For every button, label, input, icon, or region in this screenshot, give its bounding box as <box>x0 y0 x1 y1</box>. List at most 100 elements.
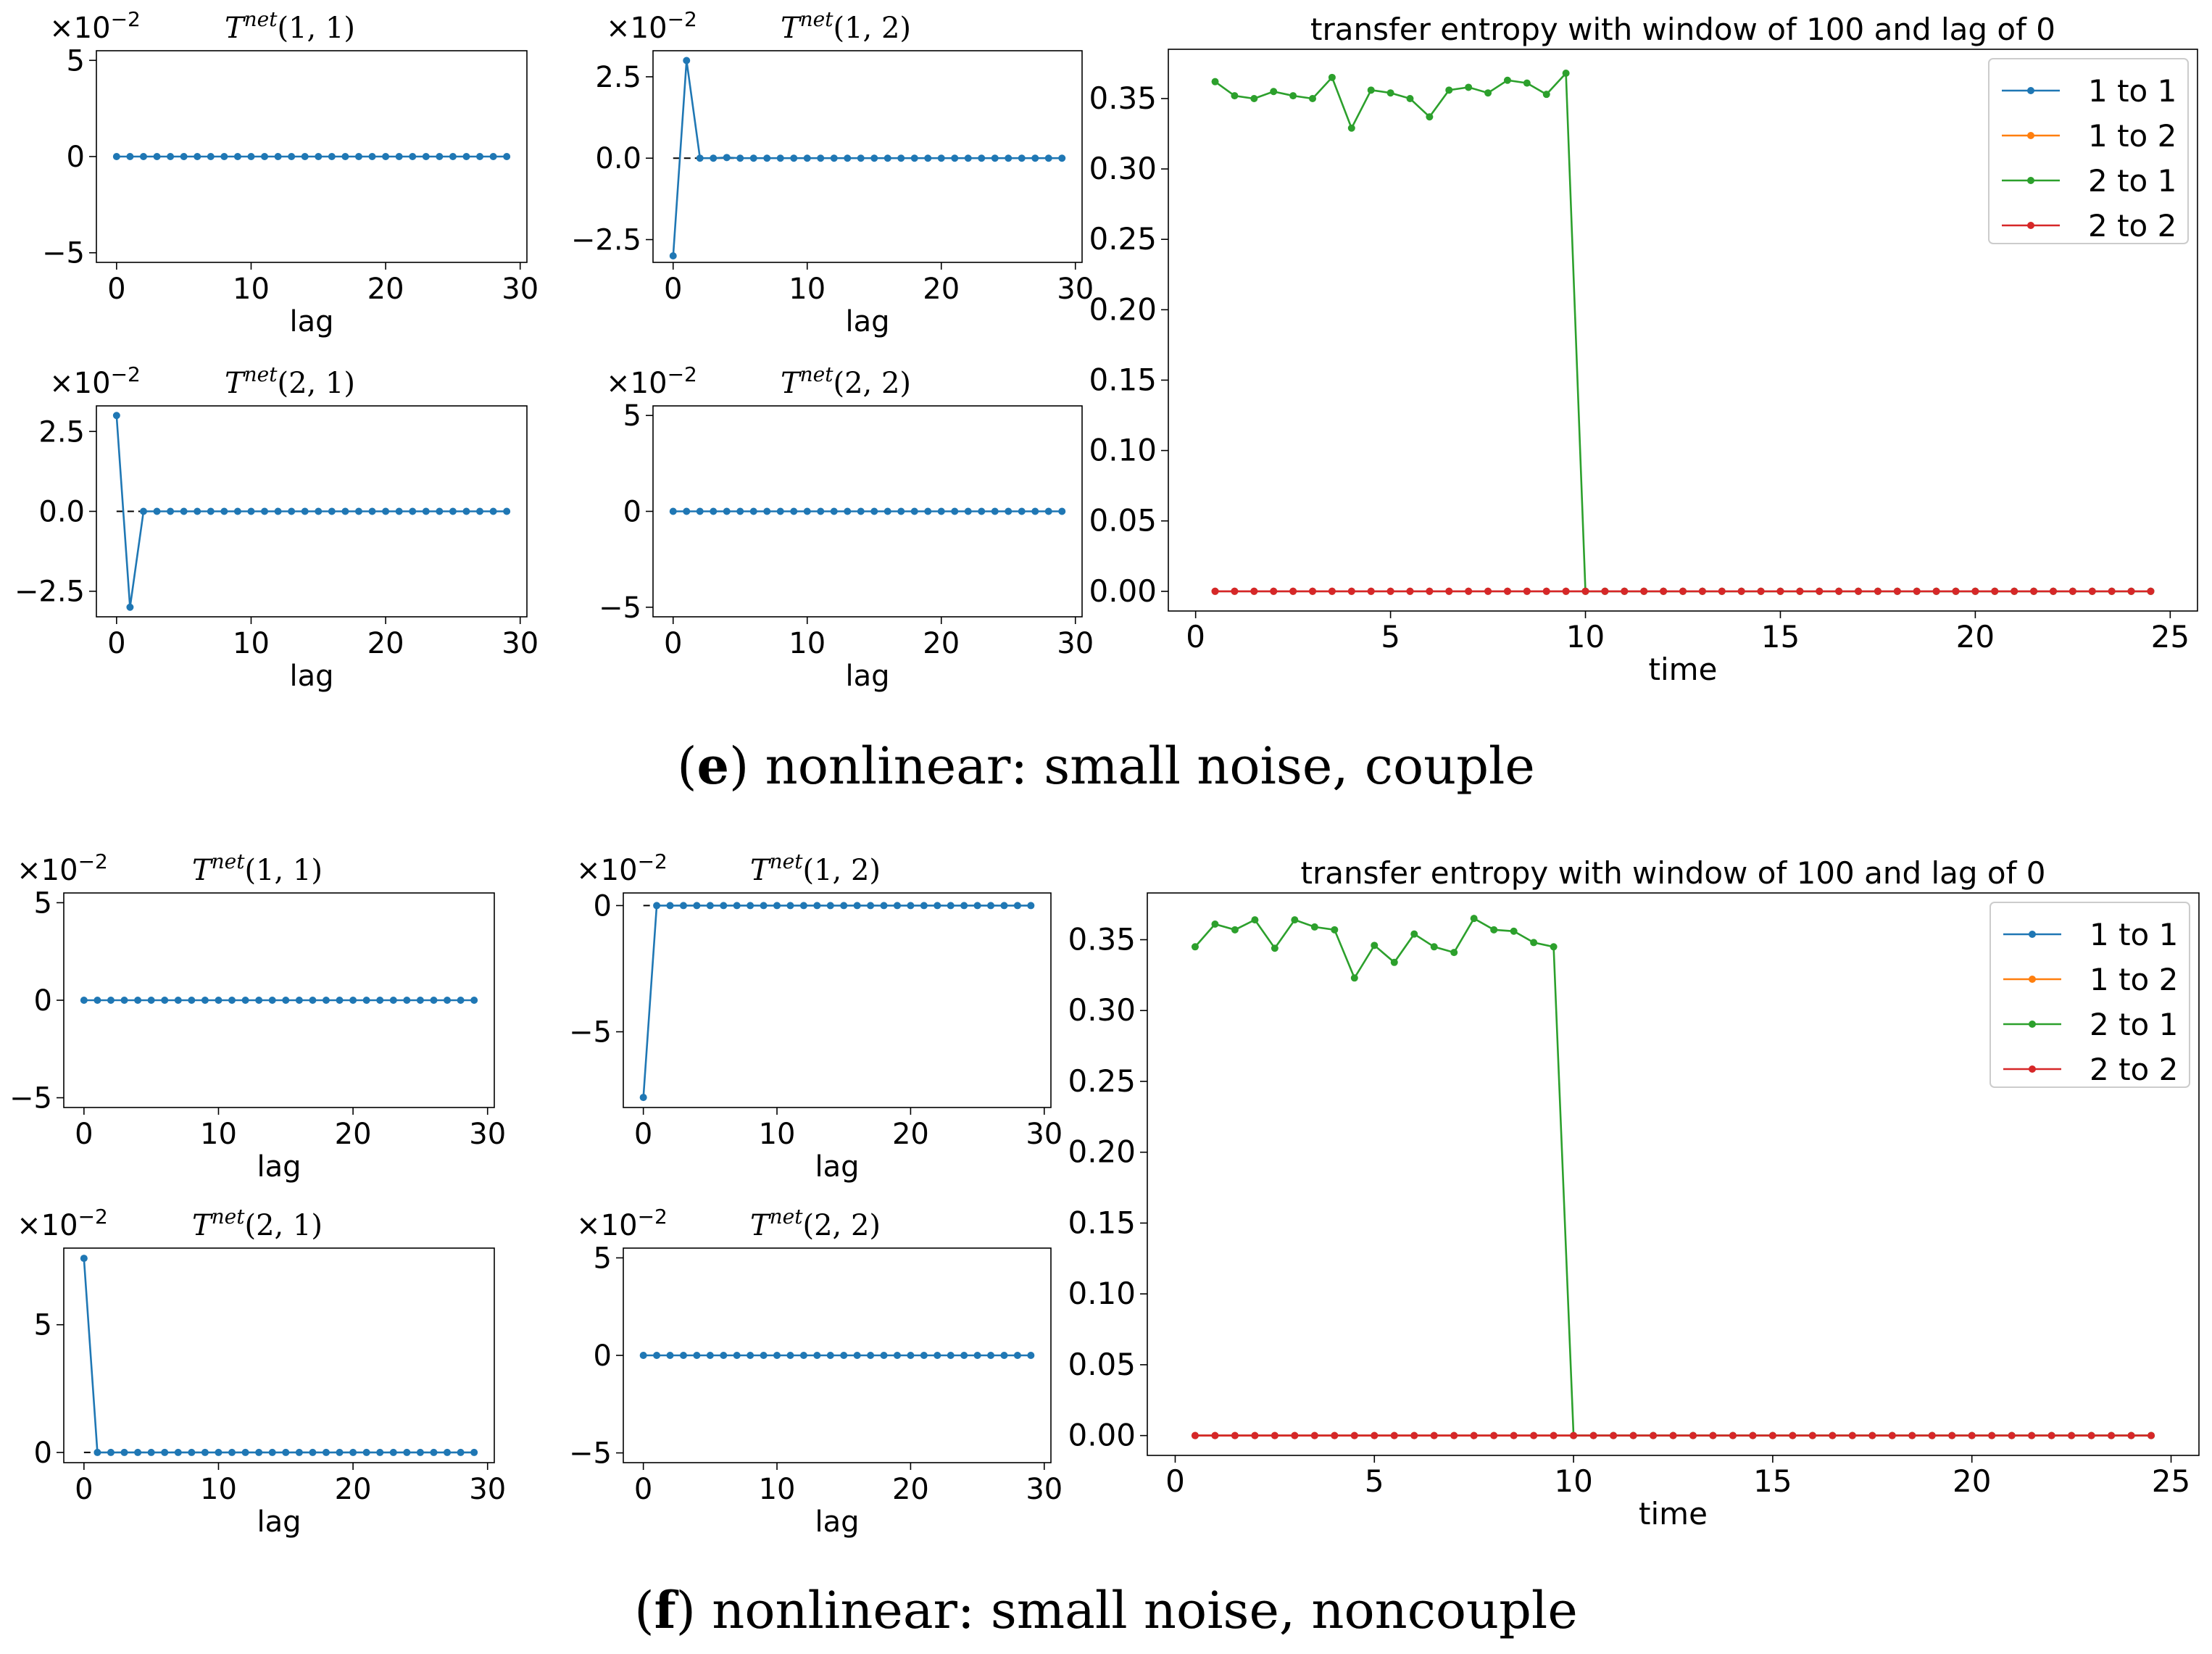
data-point <box>790 507 798 515</box>
y-scale-exponent: ×10−2 <box>49 7 141 45</box>
data-point <box>747 902 754 910</box>
data-point <box>107 1448 115 1456</box>
caption-e-text: nonlinear: small noise, couple <box>765 736 1535 796</box>
x-tick-label: 0 <box>107 627 125 660</box>
title-base: T <box>225 12 246 45</box>
x-tick-label: 20 <box>1953 1463 1991 1499</box>
x-tick-label: 0 <box>107 273 125 306</box>
data-point <box>349 997 357 1004</box>
data-point <box>139 507 147 515</box>
data-point <box>1737 587 1745 595</box>
x-axis-label: lag <box>257 1505 301 1539</box>
data-point <box>1601 587 1609 595</box>
data-point <box>973 902 981 910</box>
data-point <box>907 1352 915 1359</box>
title-superscript: net <box>212 849 246 873</box>
data-point <box>893 902 901 910</box>
data-point <box>1948 1431 1956 1439</box>
data-point <box>1689 1431 1697 1439</box>
data-point <box>2008 1431 2016 1439</box>
data-point <box>389 997 397 1004</box>
data-point <box>773 902 781 910</box>
data-point <box>880 902 888 910</box>
te-chart: 0 5 10 15 20 25 0.00 0.05 0.10 0.15 0.20 0.25 0.30 0.… <box>1089 12 2198 687</box>
lag-chart: 0 10 20 30 5 0 −5 lag ×10−2 Tnet(2, 2) <box>599 362 1094 693</box>
data-point <box>1808 1431 1816 1439</box>
data-point <box>723 507 731 515</box>
data-point <box>1347 124 1355 132</box>
data-point <box>817 507 825 515</box>
x-tick-label: 10 <box>233 273 270 306</box>
data-point <box>80 997 88 1004</box>
data-point <box>395 153 403 160</box>
data-point <box>907 902 915 910</box>
data-point <box>723 154 731 162</box>
series-t-net-(1,1) <box>80 997 478 1004</box>
x-tick-label: 30 <box>469 1473 506 1506</box>
data-point <box>382 507 390 515</box>
data-point <box>120 997 128 1004</box>
data-point <box>376 997 384 1004</box>
x-tick-label: 0 <box>634 1473 652 1506</box>
x-tick-label: 0 <box>664 273 682 306</box>
data-point <box>893 1352 901 1359</box>
data-point <box>1309 94 1317 102</box>
data-point <box>2068 587 2076 595</box>
legend-label: 2 to 2 <box>2090 1052 2178 1087</box>
data-point <box>261 507 269 515</box>
legend-swatch-marker <box>2027 132 2034 139</box>
x-tick-label: 0 <box>1186 619 1205 654</box>
x-tick-label: 10 <box>789 273 826 306</box>
title-args: (2, 2) <box>803 1209 881 1242</box>
data-point <box>1309 587 1317 595</box>
y-tick-label: −5 <box>599 591 641 625</box>
y-tick-label: 0 <box>594 889 612 923</box>
title-args: (2, 1) <box>278 367 356 400</box>
data-point <box>489 507 497 515</box>
data-point <box>328 153 336 160</box>
title-base: T <box>192 1209 214 1242</box>
y-tick-label: 0.25 <box>1089 221 1157 257</box>
plot-title: transfer entropy with window of 100 and … <box>1310 12 2055 47</box>
data-point <box>1211 587 1219 595</box>
data-point <box>733 902 741 910</box>
data-point <box>2108 587 2116 595</box>
y-tick-label: 0.00 <box>1089 573 1157 609</box>
x-tick-label: 30 <box>1057 627 1094 660</box>
x-tick-label: 5 <box>1365 1463 1384 1499</box>
data-point <box>1729 1431 1737 1439</box>
plot-title: Tnet(2, 1) <box>192 1205 323 1242</box>
data-point <box>2030 587 2038 595</box>
data-point <box>288 507 296 515</box>
legend-label: 1 to 2 <box>2088 118 2176 154</box>
data-point <box>1231 587 1239 595</box>
y-tick-label: 0.05 <box>1068 1347 1136 1382</box>
data-point <box>201 997 209 1004</box>
data-point <box>1367 86 1375 94</box>
y-tick-label: 0 <box>623 496 641 529</box>
y-tick-label: 2.5 <box>38 415 85 449</box>
data-point <box>436 153 444 160</box>
legend-box <box>1989 902 2190 1088</box>
legend-swatch-marker <box>2027 87 2034 94</box>
data-point <box>174 1448 182 1456</box>
data-point <box>180 507 188 515</box>
caption-f: (f) nonlinear: small noise, noncouple <box>634 1580 1578 1640</box>
y-tick-label: −5 <box>9 1082 52 1115</box>
x-axis-label: lag <box>815 1150 859 1184</box>
y-tick-label: 0.30 <box>1089 151 1157 186</box>
data-point <box>241 1448 249 1456</box>
data-point <box>1888 1431 1896 1439</box>
data-point <box>867 902 875 910</box>
data-point <box>1757 587 1765 595</box>
plot-title: transfer entropy with window of 100 and … <box>1301 855 2046 891</box>
data-point <box>430 1448 438 1456</box>
data-point <box>826 1352 834 1359</box>
data-point <box>1450 1431 1458 1439</box>
data-point <box>1796 587 1804 595</box>
y-tick-label: −2.5 <box>14 575 85 609</box>
data-point <box>853 1352 861 1359</box>
data-point <box>749 507 757 515</box>
x-tick-label: 10 <box>789 627 826 660</box>
exponent-power: −2 <box>78 849 108 873</box>
